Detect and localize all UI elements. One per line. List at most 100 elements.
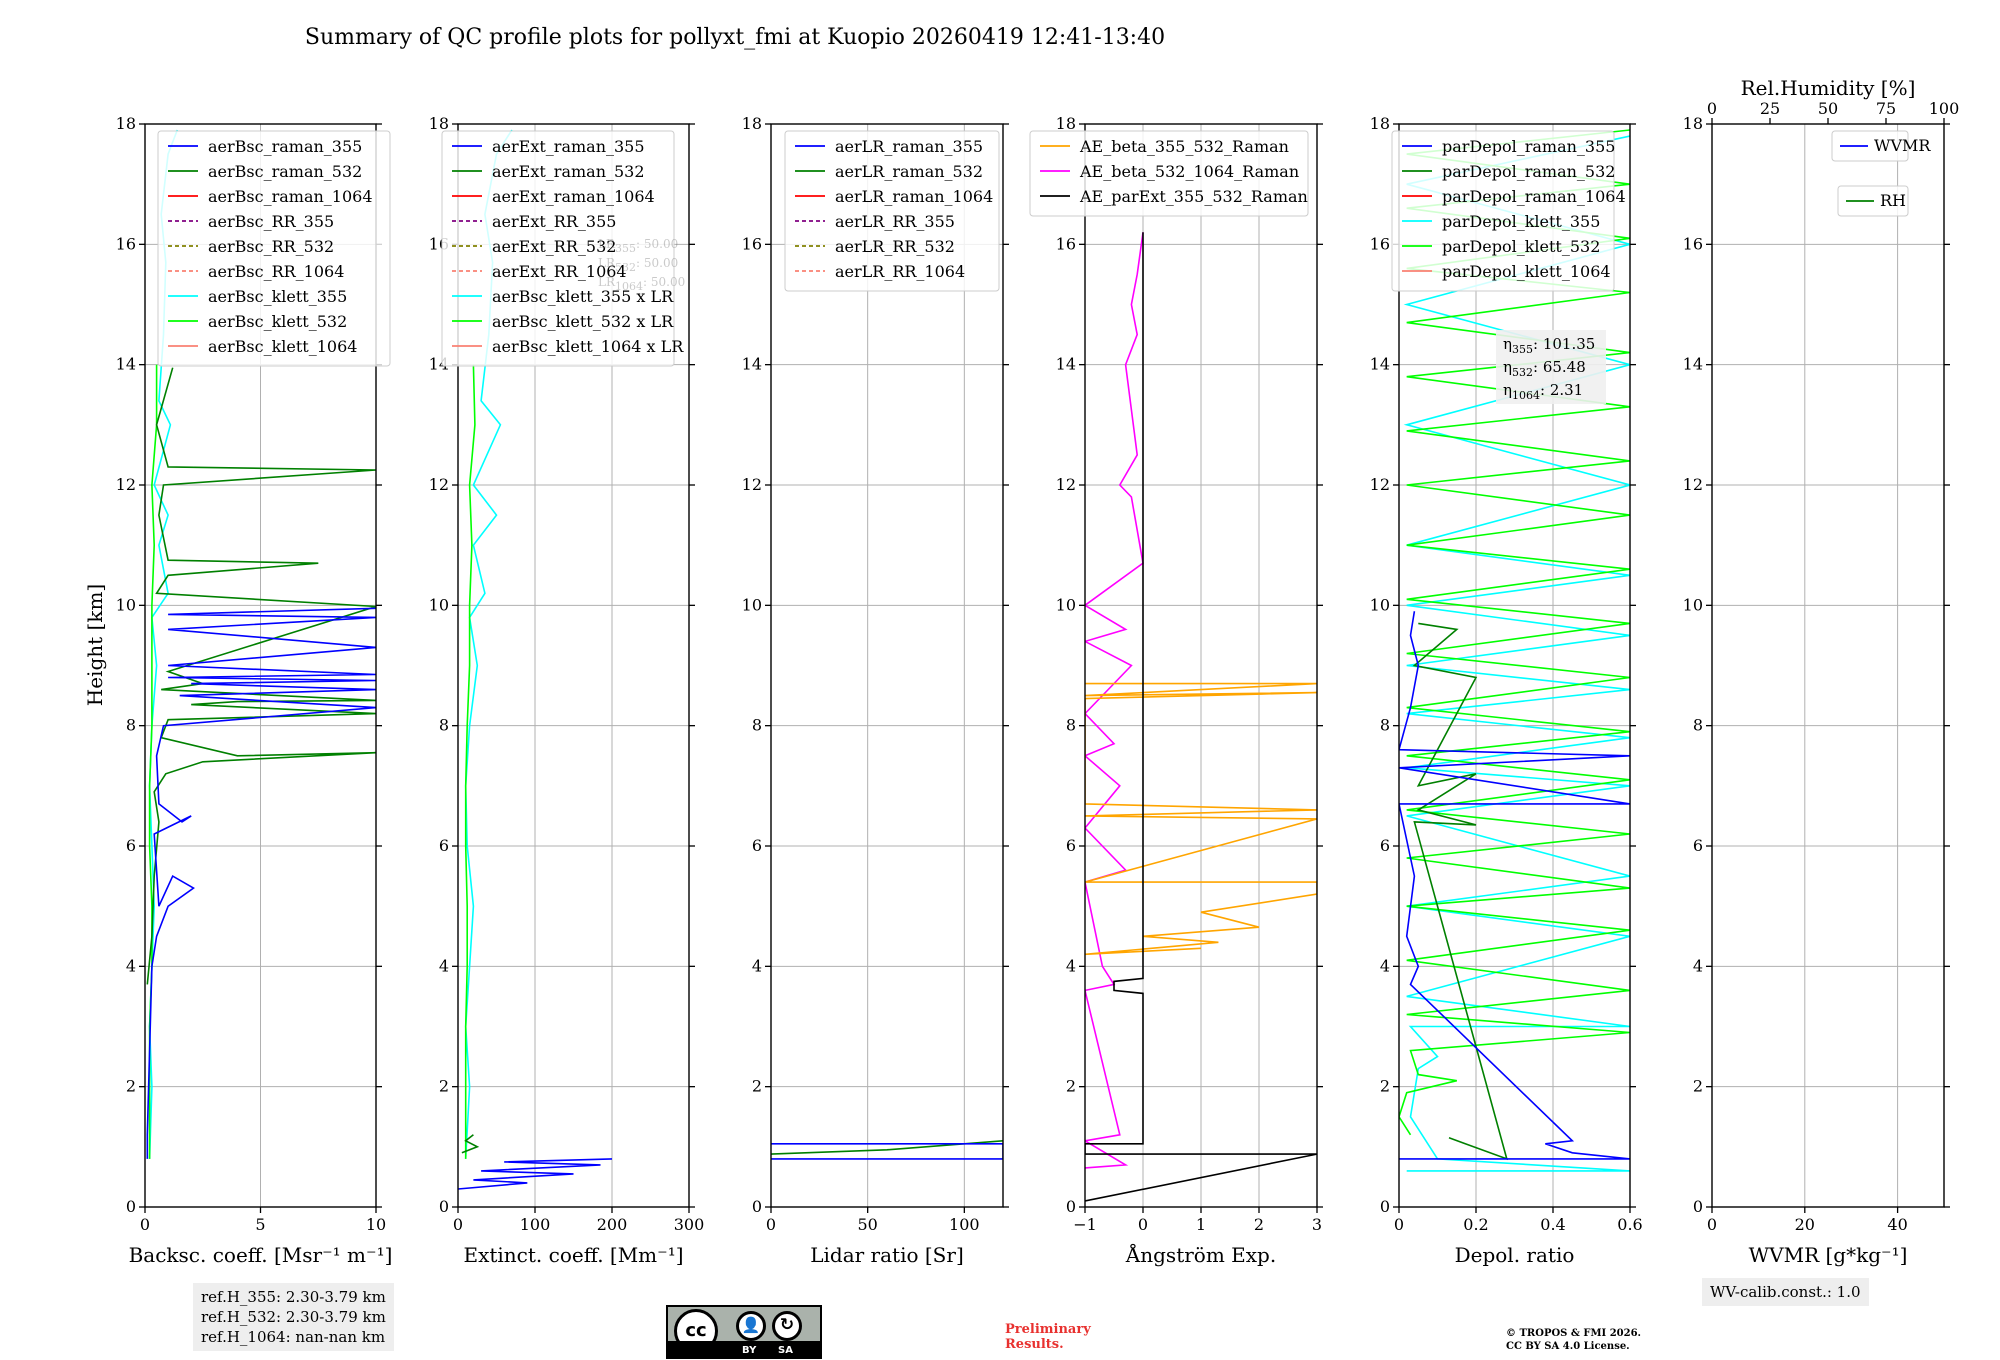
legend: aerExt_raman_355 aerExt_raman_532 aerExt_r… <box>441 130 684 367</box>
y-tick-label: 0 <box>1693 1197 1703 1216</box>
series-line-AE_beta_532_1064_Raman <box>1085 232 1144 1169</box>
x-tick-label: 200 <box>597 1215 628 1234</box>
ref-height-532: ref.H_532: 2.30-3.79 km <box>201 1308 386 1326</box>
y-tick-label: 10 <box>1683 595 1703 614</box>
legend: WVMR RH <box>1831 130 1931 217</box>
legend-box <box>157 130 391 367</box>
legend-entry: aerBsc_klett_532 x LR <box>492 312 674 331</box>
y-tick-label: 16 <box>1370 234 1390 253</box>
y-tick-label: 18 <box>1683 114 1703 133</box>
top-x-axis-label: Rel.Humidity [%] <box>1741 76 1916 100</box>
series-line-parDepol_raman_532 <box>1412 622 1508 1161</box>
lr-label: LR532: 50.00 <box>598 256 678 274</box>
legend-entry: aerLR_RR_1064 <box>835 262 965 281</box>
y-tick-label: 8 <box>1693 716 1703 735</box>
x-tick-label: 1 <box>1196 1215 1206 1234</box>
preliminary-line-2: Results. <box>1005 1337 1064 1352</box>
y-tick-label: 10 <box>116 595 136 614</box>
y-tick-label: 14 <box>1683 355 1703 374</box>
y-tick-label: 0 <box>752 1197 762 1216</box>
copyright-line-2: CC BY SA 4.0 License. <box>1506 1341 1630 1352</box>
legend-box <box>1391 130 1615 292</box>
legend-entry: AE_beta_355_532_Raman <box>1079 137 1289 156</box>
y-tick-label: 6 <box>752 836 762 855</box>
x-tick-label: 300 <box>674 1215 705 1234</box>
y-tick-label: 12 <box>429 475 449 494</box>
legend: AE_beta_355_532_Raman AE_beta_532_1064_Ra… <box>1029 130 1309 217</box>
copyright-note: © TROPOS & FMI 2026. CC BY SA 4.0 Licens… <box>1506 1327 1641 1353</box>
share-alike-icon: ↻ <box>772 1311 802 1341</box>
y-tick-label: 6 <box>439 836 449 855</box>
y-tick-label: 8 <box>1066 716 1076 735</box>
legend-entry: aerExt_RR_1064 <box>492 262 627 281</box>
y-tick-label: 4 <box>752 956 762 975</box>
legend-entry: aerBsc_RR_532 <box>208 237 334 256</box>
legend-entry: parDepol_raman_355 <box>1442 137 1615 156</box>
attribution-person-icon: 👤 <box>736 1311 766 1341</box>
y-tick-label: 16 <box>742 234 762 253</box>
legend-box <box>1831 130 1909 162</box>
y-tick-label: 12 <box>1056 475 1076 494</box>
x-tick-label: 10 <box>366 1215 386 1234</box>
y-tick-label: 0 <box>1066 1197 1076 1216</box>
y-tick-label: 8 <box>752 716 762 735</box>
y-tick-label: 12 <box>116 475 136 494</box>
legend: aerLR_raman_355 aerLR_raman_532 aerLR_rama… <box>784 130 1000 292</box>
legend-entry: aerLR_raman_532 <box>835 162 983 181</box>
series-line-parDepol_raman_355 <box>1399 611 1630 1160</box>
y-tick-label: 12 <box>1370 475 1390 494</box>
y-tick-label: 4 <box>1693 956 1703 975</box>
plot-frame <box>1398 123 1631 1208</box>
x-tick-label: 50 <box>857 1215 877 1234</box>
legend-entry: aerExt_raman_1064 <box>492 187 655 206</box>
series-line-aerBsc_raman_532 <box>146 367 376 985</box>
panel-lidar_ratio: 0 50 100 0 2 4 6 8 10 12 14 16 18 Lidar ratio [Sr] aer… <box>742 114 1009 1267</box>
x-tick-label: 20 <box>1795 1215 1815 1234</box>
x-tick-label: 0.4 <box>1540 1215 1565 1234</box>
y-tick-label: 10 <box>1056 595 1076 614</box>
lr-label: LR355: 50.00 <box>598 237 678 255</box>
ref-height-1064: ref.H_1064: nan-nan km <box>201 1328 386 1346</box>
eta-label: η1064: 2.31 <box>1503 381 1583 402</box>
y-tick-label: 12 <box>1683 475 1703 494</box>
y-tick-label: 18 <box>116 114 136 133</box>
plot-frame <box>1711 123 1945 1208</box>
grid <box>1084 123 1318 1208</box>
legend-entry: AE_beta_532_1064_Raman <box>1079 162 1299 181</box>
eta-box <box>1496 330 1606 404</box>
y-tick-label: 4 <box>126 956 136 975</box>
reference-heights-box: ref.H_355: 2.30-3.79 km ref.H_532: 2.30-… <box>193 1283 394 1351</box>
y-tick-label: 14 <box>1056 355 1076 374</box>
panel-depolarization: 0 0.2 0.4 0.6 0 2 4 6 8 10 12 14 16 18 Depol. ratio par… <box>1370 114 1643 1267</box>
legend-entry: aerBsc_raman_355 <box>208 137 362 156</box>
x-tick-label: 0.6 <box>1617 1215 1642 1234</box>
figure-title: Summary of QC profile plots for pollyxt_… <box>305 25 1165 50</box>
y-tick-label: 0 <box>126 1197 136 1216</box>
legend-entry: aerBsc_RR_1064 <box>208 262 344 281</box>
series-line-parDepol_klett_532 <box>1399 129 1630 1136</box>
top-x-tick-label: 100 <box>1929 99 1960 118</box>
y-tick-label: 18 <box>742 114 762 133</box>
grid <box>1711 123 1944 1208</box>
legend-entry: aerExt_RR_355 <box>492 212 616 231</box>
series-line-aerExt_raman_532 <box>461 1134 480 1154</box>
y-tick-label: 14 <box>742 355 762 374</box>
preliminary-results-note: Preliminary Results. <box>1005 1322 1091 1352</box>
legend-entry: parDepol_klett_532 <box>1442 237 1600 256</box>
legend-entry: aerBsc_klett_1064 <box>208 337 357 356</box>
series-line-aerExt_raman_355 <box>458 1158 613 1190</box>
y-tick-label: 10 <box>1370 595 1390 614</box>
y-tick-label: 18 <box>1370 114 1390 133</box>
x-axis-label: Lidar ratio [Sr] <box>810 1243 964 1267</box>
top-x-tick-label: 0 <box>1707 99 1717 118</box>
legend-entry: aerExt_RR_532 <box>492 237 616 256</box>
sa-label: SA <box>778 1345 793 1356</box>
legend-entry: WVMR <box>1874 136 1931 155</box>
series-line-AE_parExt_355_532_Raman <box>1085 232 1317 1202</box>
x-tick-label: 0.2 <box>1463 1215 1488 1234</box>
x-tick-label: 5 <box>255 1215 265 1234</box>
y-tick-label: 2 <box>439 1077 449 1096</box>
